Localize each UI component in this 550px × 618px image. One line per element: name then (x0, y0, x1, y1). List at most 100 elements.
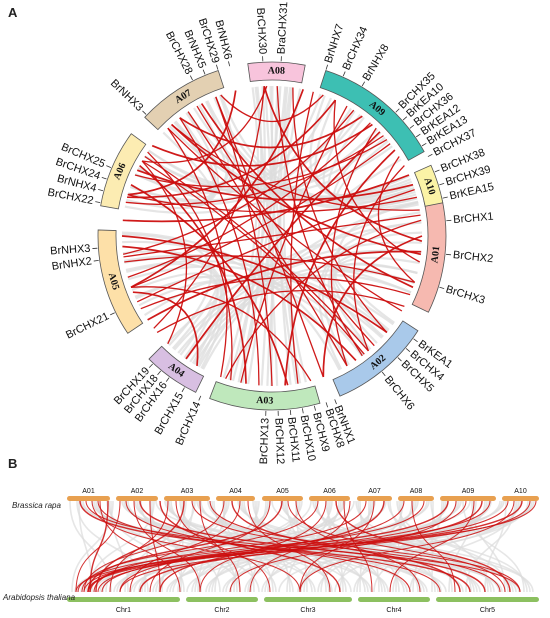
gene-label: BraCHX31 (276, 1, 291, 54)
collinear-link (179, 117, 260, 386)
gene-tick (415, 133, 421, 138)
synteny-background-link (161, 500, 194, 593)
segment-label: A01 (429, 245, 442, 263)
collinear-links (121, 85, 423, 387)
gene-tick (409, 124, 415, 129)
synteny-link (231, 500, 461, 593)
gene-tick (98, 189, 104, 192)
arabidopsis-chromosome-bar (186, 597, 258, 602)
chromosome-segment-a07 (144, 70, 225, 131)
brassica-chromosome-bar (262, 496, 303, 501)
gene-label: BrCHX13 (258, 418, 272, 465)
gene-tick (289, 409, 292, 416)
collinear-link (142, 85, 268, 164)
gene-tick (142, 110, 147, 115)
brassica-chromosome-label: A10 (514, 488, 527, 495)
brassica-chromosome-label: A06 (323, 488, 336, 495)
background-link (228, 86, 282, 381)
segment-label: A05 (106, 272, 121, 292)
arabidopsis-chromosome-label: Chr3 (300, 607, 315, 614)
collinear-link (147, 151, 233, 381)
arabidopsis-chromosome-label: Chr4 (386, 607, 401, 614)
background-link (121, 231, 349, 367)
brassica-chromosome-bar (502, 496, 539, 501)
gene-tick (301, 408, 304, 414)
collinear-link (353, 165, 405, 352)
synteny-link (299, 500, 515, 593)
panel-label-b: B (8, 456, 17, 471)
gene-tick (395, 108, 400, 113)
background-link (135, 275, 219, 356)
gene-label: BrCHX21 (64, 310, 111, 341)
synteny-link (83, 500, 225, 593)
synteny-plot: A01 A02 A03 A04 A05 A06 A07 A08 A09 A10 Chr1 Chr2 Ch… (2, 488, 539, 614)
chromosome-bars: A01 A02 A03 A04 A05 A06 A07 A08 A09 A10 Chr1 Chr2 Ch… (67, 488, 539, 614)
brassica-chromosome-bar (309, 496, 350, 501)
synteny-background-link (149, 500, 202, 593)
synteny-link (209, 500, 521, 593)
synteny-link (411, 500, 456, 593)
collinear-link (140, 276, 411, 310)
gene-tick (215, 64, 219, 70)
collinear-link (122, 109, 355, 255)
collinear-link (130, 89, 304, 289)
chromosome-segment-a04 (148, 345, 205, 393)
bottom-species-label: Arabidopsis thaliana (2, 593, 76, 602)
chromosome-segment-a06 (100, 133, 147, 210)
brassica-chromosome-label: A09 (462, 488, 475, 495)
collinear-link (220, 94, 324, 123)
synteny-link (133, 500, 201, 593)
collinear-link (136, 188, 415, 303)
arabidopsis-chromosome-label: Chr5 (480, 607, 495, 614)
synteny-link (287, 500, 506, 593)
arabidopsis-chromosome-label: Chr2 (214, 607, 229, 614)
gene-tick (439, 286, 445, 290)
gene-tick (157, 370, 161, 376)
synteny-background-link (325, 500, 400, 593)
collinear-link (125, 135, 384, 205)
synteny-link (389, 500, 475, 593)
synteny-background-link (320, 500, 413, 593)
brassica-chromosome-bar (164, 496, 210, 501)
synteny-link (75, 500, 121, 593)
synteny-link (97, 500, 441, 593)
gene-tick (334, 399, 337, 405)
gene-tick (313, 405, 316, 411)
collinear-link (215, 96, 324, 378)
collinear-link (127, 90, 237, 196)
segment-label: A10 (422, 176, 438, 196)
background-link (334, 270, 412, 331)
synteny-link (119, 500, 531, 593)
brassica-chromosome-label: A05 (276, 488, 289, 495)
brassica-chromosome-label: A02 (131, 488, 144, 495)
background-link (127, 265, 383, 339)
gene-tick (325, 64, 329, 70)
gene-tick (148, 363, 153, 368)
gene-label: BrNHX7 (323, 23, 347, 65)
brassica-chromosome-label: A08 (410, 488, 423, 495)
gene-tick (181, 387, 185, 393)
gene-tick (95, 201, 101, 204)
arabidopsis-chromosome-bar (436, 597, 539, 602)
gene-tick (189, 75, 193, 81)
panel-label-a: A (8, 5, 18, 20)
collinear-link (130, 183, 289, 386)
synteny-link (91, 500, 301, 593)
segment-label: A08 (268, 65, 286, 76)
gene-label: BrCHX2 (452, 249, 493, 265)
gene-label: BrCHX34 (341, 25, 371, 72)
synteny-link (335, 500, 511, 593)
chromosome-segment-a05 (97, 229, 144, 334)
collinear-link (330, 127, 377, 367)
arabidopsis-chromosome-bar (67, 597, 180, 602)
synteny-link (119, 500, 405, 593)
arabidopsis-chromosome-bar (264, 597, 352, 602)
chromosome-segment-a02 (332, 320, 419, 397)
synteny-background-link (359, 500, 370, 593)
collinear-link (185, 131, 381, 360)
chromosome-segment-a08 (247, 61, 306, 84)
brassica-chromosome-bar (116, 496, 158, 501)
top-species-label: Brassica rapa (12, 501, 61, 510)
gene-label: BrCHX1 (453, 211, 494, 226)
segment-label: A03 (256, 395, 274, 407)
